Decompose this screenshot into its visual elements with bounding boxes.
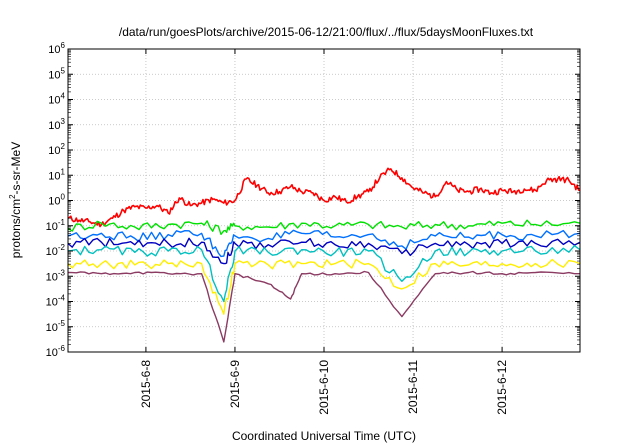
y-tick-base: 10 — [48, 196, 60, 208]
x-axis-ticks: 2015-6-8 2015-6-9 2015-6-10 2015-6-11 2015-6… — [139, 49, 509, 415]
x-tick-label: 2015-6-12 — [495, 360, 509, 415]
y-tick-exp: -5 — [58, 319, 66, 328]
y-tick-label: 101 — [48, 167, 65, 182]
y-tick-exp: 3 — [61, 117, 66, 126]
series-layer — [67, 167, 581, 343]
y-tick-label: 10-4 — [46, 294, 66, 309]
y-tick-label: 105 — [48, 66, 65, 81]
y-tick-exp: -1 — [58, 218, 66, 227]
x-tick-label: 2015-6-8 — [139, 360, 153, 408]
y-tick-exp: -3 — [58, 268, 66, 277]
y-tick-label: 10-5 — [46, 319, 66, 334]
series-line-3 — [67, 229, 581, 258]
y-tick-label: 10-3 — [46, 268, 66, 283]
y-tick-base: 10 — [48, 120, 60, 132]
y-tick-label: 10-1 — [46, 218, 66, 233]
y-tick-exp: 2 — [61, 142, 66, 151]
y-tick-base: 10 — [46, 322, 58, 334]
series-line-7 — [67, 270, 580, 343]
y-axis-label-sup: 2 — [8, 194, 17, 199]
y-tick-base: 10 — [46, 246, 58, 258]
x-tick-label: 2015-6-9 — [228, 360, 242, 408]
y-axis-label-suffix: -s-sr-MeV — [9, 142, 23, 195]
y-tick-label: 106 — [48, 41, 65, 56]
y-tick-base: 10 — [48, 44, 60, 56]
series-line-6 — [67, 258, 581, 315]
series-line-2 — [67, 219, 581, 235]
y-tick-exp: 4 — [61, 92, 66, 101]
y-axis-label: protons/cm2-s-sr-MeV — [8, 142, 23, 258]
series-line-4 — [67, 237, 581, 265]
y-tick-label: 100 — [48, 193, 65, 208]
series-line-1 — [67, 167, 581, 228]
y-tick-label: 104 — [48, 92, 65, 107]
y-tick-base: 10 — [48, 145, 60, 157]
y-tick-exp: 1 — [61, 167, 66, 176]
y-tick-base: 10 — [46, 297, 58, 309]
x-tick-label: 2015-6-10 — [317, 360, 331, 415]
y-tick-base: 10 — [46, 347, 58, 359]
x-tick-label: 2015-6-11 — [406, 360, 420, 414]
y-tick-base: 10 — [46, 271, 58, 283]
y-tick-exp: 5 — [61, 66, 66, 75]
y-tick-exp: -4 — [58, 294, 66, 303]
y-axis-ticks: 10-610-510-410-310-210-11001011021031041… — [46, 41, 580, 359]
y-tick-base: 10 — [46, 221, 58, 233]
y-tick-label: 102 — [48, 142, 65, 157]
y-tick-base: 10 — [48, 95, 60, 107]
y-tick-label: 10-2 — [46, 243, 66, 258]
y-tick-exp: -6 — [58, 344, 66, 353]
y-tick-exp: 6 — [61, 41, 66, 50]
y-tick-exp: 0 — [61, 193, 66, 202]
y-axis-label-prefix: protons/cm — [9, 199, 23, 258]
y-tick-base: 10 — [48, 69, 60, 81]
series-line-5 — [67, 245, 581, 303]
y-tick-exp: -2 — [58, 243, 66, 252]
y-tick-label: 10-6 — [46, 344, 66, 359]
x-axis-label: Coordinated Universal Time (UTC) — [232, 429, 416, 443]
chart-title: /data/run/goesPlots/archive/2015-06-12/2… — [119, 25, 534, 39]
y-tick-base: 10 — [48, 170, 60, 182]
y-tick-label: 103 — [48, 117, 65, 132]
